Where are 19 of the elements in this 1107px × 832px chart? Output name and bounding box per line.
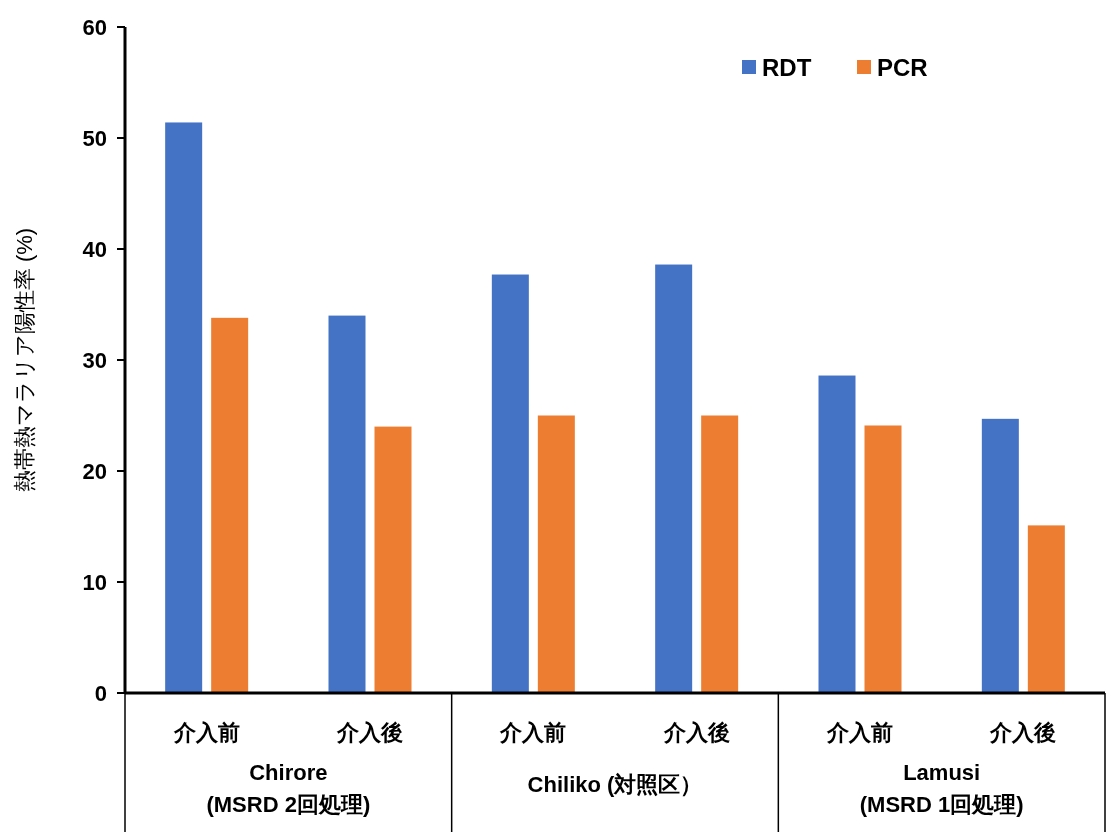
text: Lamusi (MSRD 1回処理) xyxy=(859,760,1024,817)
text: Chirore (MSRD 2回処理) xyxy=(206,760,371,817)
x-tick-label: 介入前 xyxy=(826,720,893,745)
y-tick-label: 30 xyxy=(82,348,107,373)
y-tick-label: 0 xyxy=(94,681,107,706)
y-axis-title: 熱帯熱マラリア陽性率 (%) xyxy=(12,227,37,493)
x-tick-label: 介入後 xyxy=(989,720,1057,745)
y-tick-label: 20 xyxy=(82,459,107,484)
y-tick-label: 10 xyxy=(82,570,107,595)
y-tick-label: 60 xyxy=(82,15,107,40)
y-tick-label: 50 xyxy=(82,126,107,151)
x-tick-label: 介入前 xyxy=(172,720,240,745)
x-tick-label: 介入後 xyxy=(662,720,730,745)
legend-label: PCR xyxy=(877,54,928,81)
legend-label: RDT xyxy=(762,54,812,81)
x-tick-label: 介入前 xyxy=(499,720,567,745)
x-tick-label: 介入後 xyxy=(336,720,403,745)
text: Chiliko (対照区） xyxy=(527,772,703,797)
y-tick-label: 40 xyxy=(82,237,107,262)
